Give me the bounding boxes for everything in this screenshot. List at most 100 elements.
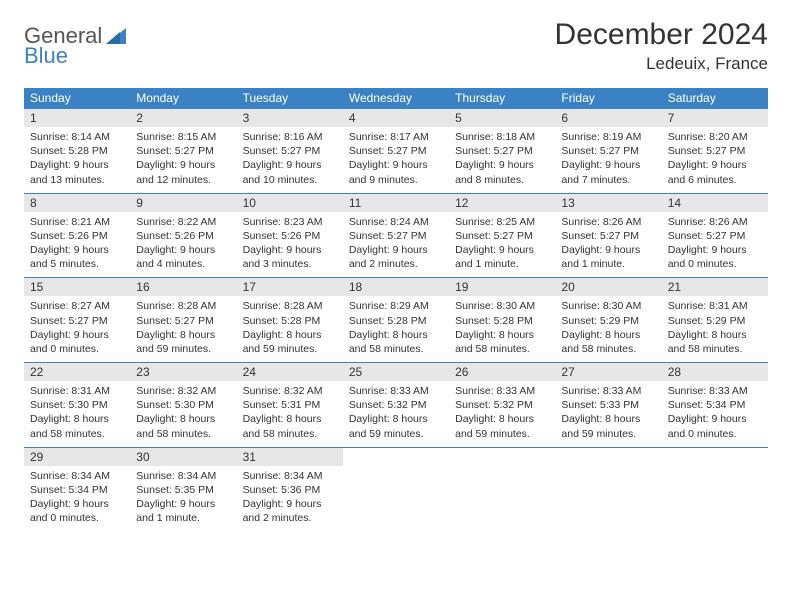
day-cell: 25Sunrise: 8:33 AMSunset: 5:32 PMDayligh… — [343, 363, 449, 448]
sunrise-text: Sunrise: 8:24 AM — [349, 215, 443, 229]
day-cell: 28Sunrise: 8:33 AMSunset: 5:34 PMDayligh… — [662, 363, 768, 448]
daylight-text: Daylight: 8 hours and 58 minutes. — [136, 412, 230, 440]
sunset-text: Sunset: 5:27 PM — [668, 229, 762, 243]
sunrise-text: Sunrise: 8:30 AM — [561, 299, 655, 313]
day-cell: 12Sunrise: 8:25 AMSunset: 5:27 PMDayligh… — [449, 193, 555, 278]
daylight-text: Daylight: 9 hours and 10 minutes. — [243, 158, 337, 186]
sunrise-text: Sunrise: 8:27 AM — [30, 299, 124, 313]
logo: General Blue — [24, 18, 126, 67]
week-row: 22Sunrise: 8:31 AMSunset: 5:30 PMDayligh… — [24, 363, 768, 448]
day-body: Sunrise: 8:16 AMSunset: 5:27 PMDaylight:… — [237, 127, 343, 193]
sunset-text: Sunset: 5:32 PM — [455, 398, 549, 412]
daylight-text: Daylight: 9 hours and 2 minutes. — [243, 497, 337, 525]
day-body: Sunrise: 8:28 AMSunset: 5:28 PMDaylight:… — [237, 296, 343, 362]
day-number: 6 — [555, 109, 661, 127]
sunset-text: Sunset: 5:28 PM — [349, 314, 443, 328]
sunset-text: Sunset: 5:27 PM — [455, 229, 549, 243]
day-cell: 15Sunrise: 8:27 AMSunset: 5:27 PMDayligh… — [24, 278, 130, 363]
calendar-table: SundayMondayTuesdayWednesdayThursdayFrid… — [24, 88, 768, 531]
day-number: 10 — [237, 194, 343, 212]
day-body: Sunrise: 8:30 AMSunset: 5:29 PMDaylight:… — [555, 296, 661, 362]
day-body: Sunrise: 8:21 AMSunset: 5:26 PMDaylight:… — [24, 212, 130, 278]
sunrise-text: Sunrise: 8:33 AM — [349, 384, 443, 398]
sunset-text: Sunset: 5:33 PM — [561, 398, 655, 412]
week-row: 1Sunrise: 8:14 AMSunset: 5:28 PMDaylight… — [24, 109, 768, 194]
day-cell — [662, 447, 768, 531]
sunset-text: Sunset: 5:27 PM — [561, 229, 655, 243]
day-body: Sunrise: 8:18 AMSunset: 5:27 PMDaylight:… — [449, 127, 555, 193]
day-cell: 20Sunrise: 8:30 AMSunset: 5:29 PMDayligh… — [555, 278, 661, 363]
day-number: 12 — [449, 194, 555, 212]
daylight-text: Daylight: 8 hours and 59 minutes. — [349, 412, 443, 440]
sunrise-text: Sunrise: 8:33 AM — [668, 384, 762, 398]
day-body: Sunrise: 8:34 AMSunset: 5:34 PMDaylight:… — [24, 466, 130, 532]
calendar-body: 1Sunrise: 8:14 AMSunset: 5:28 PMDaylight… — [24, 109, 768, 532]
day-body: Sunrise: 8:29 AMSunset: 5:28 PMDaylight:… — [343, 296, 449, 362]
daylight-text: Daylight: 9 hours and 13 minutes. — [30, 158, 124, 186]
sunrise-text: Sunrise: 8:25 AM — [455, 215, 549, 229]
day-cell: 4Sunrise: 8:17 AMSunset: 5:27 PMDaylight… — [343, 109, 449, 194]
week-row: 15Sunrise: 8:27 AMSunset: 5:27 PMDayligh… — [24, 278, 768, 363]
month-title: December 2024 — [555, 18, 768, 52]
sunrise-text: Sunrise: 8:26 AM — [561, 215, 655, 229]
day-cell: 19Sunrise: 8:30 AMSunset: 5:28 PMDayligh… — [449, 278, 555, 363]
daylight-text: Daylight: 8 hours and 58 minutes. — [455, 328, 549, 356]
day-header: Tuesday — [237, 88, 343, 109]
day-number: 7 — [662, 109, 768, 127]
sunset-text: Sunset: 5:34 PM — [30, 483, 124, 497]
day-number: 8 — [24, 194, 130, 212]
day-cell: 31Sunrise: 8:34 AMSunset: 5:36 PMDayligh… — [237, 447, 343, 531]
sunrise-text: Sunrise: 8:31 AM — [668, 299, 762, 313]
daylight-text: Daylight: 8 hours and 58 minutes. — [668, 328, 762, 356]
sunset-text: Sunset: 5:27 PM — [561, 144, 655, 158]
daylight-text: Daylight: 9 hours and 1 minute. — [561, 243, 655, 271]
day-body: Sunrise: 8:22 AMSunset: 5:26 PMDaylight:… — [130, 212, 236, 278]
day-number: 26 — [449, 363, 555, 381]
daylight-text: Daylight: 8 hours and 59 minutes. — [561, 412, 655, 440]
daylight-text: Daylight: 9 hours and 0 minutes. — [30, 328, 124, 356]
logo-word2: Blue — [24, 44, 126, 67]
sunset-text: Sunset: 5:28 PM — [243, 314, 337, 328]
day-header: Monday — [130, 88, 236, 109]
day-number: 5 — [449, 109, 555, 127]
day-number: 16 — [130, 278, 236, 296]
day-cell: 7Sunrise: 8:20 AMSunset: 5:27 PMDaylight… — [662, 109, 768, 194]
sunset-text: Sunset: 5:27 PM — [243, 144, 337, 158]
daylight-text: Daylight: 8 hours and 58 minutes. — [243, 412, 337, 440]
day-body: Sunrise: 8:32 AMSunset: 5:31 PMDaylight:… — [237, 381, 343, 447]
sunset-text: Sunset: 5:29 PM — [668, 314, 762, 328]
day-cell: 27Sunrise: 8:33 AMSunset: 5:33 PMDayligh… — [555, 363, 661, 448]
day-cell: 14Sunrise: 8:26 AMSunset: 5:27 PMDayligh… — [662, 193, 768, 278]
day-cell: 13Sunrise: 8:26 AMSunset: 5:27 PMDayligh… — [555, 193, 661, 278]
sunrise-text: Sunrise: 8:34 AM — [136, 469, 230, 483]
day-body: Sunrise: 8:31 AMSunset: 5:29 PMDaylight:… — [662, 296, 768, 362]
day-body: Sunrise: 8:28 AMSunset: 5:27 PMDaylight:… — [130, 296, 236, 362]
sunset-text: Sunset: 5:30 PM — [136, 398, 230, 412]
day-cell: 11Sunrise: 8:24 AMSunset: 5:27 PMDayligh… — [343, 193, 449, 278]
day-number: 9 — [130, 194, 236, 212]
daylight-text: Daylight: 9 hours and 8 minutes. — [455, 158, 549, 186]
sunrise-text: Sunrise: 8:34 AM — [30, 469, 124, 483]
sunrise-text: Sunrise: 8:17 AM — [349, 130, 443, 144]
day-number: 30 — [130, 448, 236, 466]
sunset-text: Sunset: 5:26 PM — [136, 229, 230, 243]
sunrise-text: Sunrise: 8:26 AM — [668, 215, 762, 229]
day-number: 24 — [237, 363, 343, 381]
sunset-text: Sunset: 5:32 PM — [349, 398, 443, 412]
sunset-text: Sunset: 5:28 PM — [455, 314, 549, 328]
day-body: Sunrise: 8:31 AMSunset: 5:30 PMDaylight:… — [24, 381, 130, 447]
day-body: Sunrise: 8:32 AMSunset: 5:30 PMDaylight:… — [130, 381, 236, 447]
day-number: 21 — [662, 278, 768, 296]
day-number: 3 — [237, 109, 343, 127]
day-header: Wednesday — [343, 88, 449, 109]
sunrise-text: Sunrise: 8:29 AM — [349, 299, 443, 313]
day-cell: 26Sunrise: 8:33 AMSunset: 5:32 PMDayligh… — [449, 363, 555, 448]
day-cell: 5Sunrise: 8:18 AMSunset: 5:27 PMDaylight… — [449, 109, 555, 194]
day-cell: 21Sunrise: 8:31 AMSunset: 5:29 PMDayligh… — [662, 278, 768, 363]
daylight-text: Daylight: 8 hours and 59 minutes. — [136, 328, 230, 356]
daylight-text: Daylight: 9 hours and 0 minutes. — [668, 412, 762, 440]
daylight-text: Daylight: 8 hours and 58 minutes. — [349, 328, 443, 356]
day-body: Sunrise: 8:26 AMSunset: 5:27 PMDaylight:… — [555, 212, 661, 278]
sunrise-text: Sunrise: 8:21 AM — [30, 215, 124, 229]
day-number: 20 — [555, 278, 661, 296]
